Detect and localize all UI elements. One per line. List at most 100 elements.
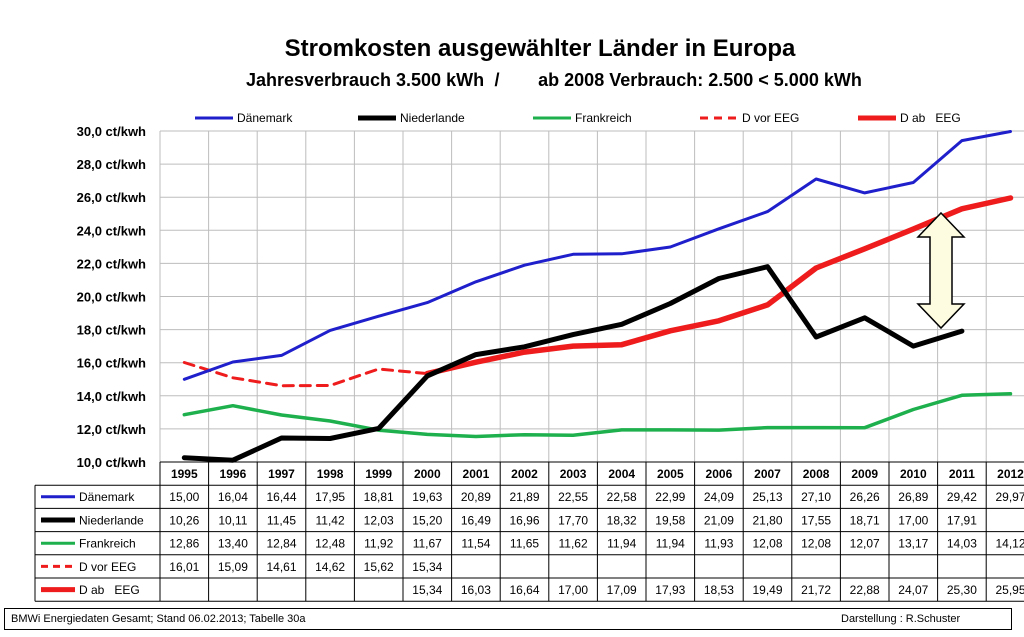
table-cell: 18,53 [704,583,734,597]
table-cell: 15,34 [412,583,442,597]
table-cell: 11,94 [656,537,685,551]
table-cell: 12,07 [850,537,880,551]
year-label: 2005 [657,467,684,481]
table-cell: 25,95 [995,583,1024,597]
table-cell: 17,95 [315,490,345,504]
table-cell: 11,54 [461,537,490,551]
table-cell: 15,62 [364,560,394,574]
y-tick-label: 20,0 ct/kwh [77,290,146,305]
y-axis: 10,0 ct/kwh 12,0 ct/kwh 14,0 ct/kwh 16,0 ct… [77,124,146,470]
table-cell: 16,49 [461,513,491,527]
year-label: 2011 [949,467,975,481]
table-cell: 16,96 [509,513,539,527]
table-cell: 21,09 [704,513,734,527]
table-cell: 13,40 [218,537,248,551]
chart-subtitle-right: ab 2008 Verbrauch: 2.500 < 5.000 kWh [538,70,862,90]
table-cell: 29,42 [947,490,977,504]
table-cell: 11,92 [364,537,393,551]
footer-credit: Darstellung : R.Schuster [841,613,961,625]
table-cell: 18,32 [607,513,637,527]
table-cell: 12,86 [169,537,199,551]
year-label: 2009 [851,467,878,481]
table-cell: 18,71 [850,513,880,527]
y-tick-label: 28,0 ct/kwh [77,157,146,172]
table-cell: 24,09 [704,490,734,504]
table-cell: 29,97 [995,490,1024,504]
table-cell: 16,03 [461,583,491,597]
table-cell: 14,62 [315,560,345,574]
y-tick-label: 14,0 ct/kwh [77,389,146,404]
table-cell: 22,58 [607,490,637,504]
data-table: 1995 1996 1997 1998 1999 2000 2001 2002 2003 2004… [34,461,1024,602]
table-cell: 17,93 [655,583,685,597]
legend-label-niederlande: Niederlande [400,111,465,125]
year-label: 2010 [900,467,927,481]
y-tick-label: 22,0 ct/kwh [77,256,146,271]
footer-source: BMWi Energiedaten Gesamt; Stand 06.02.20… [11,613,306,625]
table-cell: 15,34 [412,560,442,574]
year-label: 2012 [997,467,1024,481]
year-label: 2003 [560,467,587,481]
gridlines [159,130,1024,463]
table-cell: 15,00 [169,490,199,504]
table-cell: 26,89 [898,490,928,504]
table-cell: 25,30 [947,583,977,597]
year-label: 1997 [268,467,295,481]
table-cell: 12,08 [801,537,831,551]
table-cell: 16,64 [509,583,539,597]
year-label: 2001 [463,467,490,481]
series-line-d-ab-eeg [424,195,1014,377]
year-label: 1995 [171,467,198,481]
table-cell: 14,61 [266,560,296,574]
table-cell: 12,84 [266,537,296,551]
y-tick-label: 26,0 ct/kwh [77,190,146,205]
table-cell: 25,13 [752,490,782,504]
table-cell: 12,08 [752,537,782,551]
table-cell: 16,01 [169,560,199,574]
double-arrow-icon [916,211,966,330]
year-label: 2006 [706,467,733,481]
year-label: 2004 [608,467,635,481]
year-label: 1996 [220,467,247,481]
series-line-niederlande [181,264,965,463]
year-label: 1998 [317,467,344,481]
table-cell: 21,80 [752,513,782,527]
table-cell: 17,70 [558,513,588,527]
difference-arrow [916,211,966,330]
y-tick-label: 10,0 ct/kwh [77,455,146,470]
table-row-label: Frankreich [79,537,136,551]
table-cell: 24,07 [898,583,928,597]
table-cell: 12,03 [364,513,394,527]
year-label: 2002 [511,467,538,481]
y-tick-label: 16,0 ct/kwh [77,356,146,371]
y-tick-label: 24,0 ct/kwh [77,223,146,238]
table-cell: 11,67 [413,537,442,551]
year-label: 2007 [754,467,781,481]
table-cell: 22,99 [655,490,685,504]
table-cell: 14,03 [947,537,977,551]
year-label: 2008 [803,467,830,481]
table-cell: 21,89 [509,490,539,504]
table-row-label: D vor EEG [79,560,136,574]
table-cell: 11,62 [559,537,588,551]
table-cell: 21,72 [801,583,831,597]
series-lines [181,130,1014,463]
table-row-label: Dänemark [79,490,135,504]
footer: BMWi Energiedaten Gesamt; Stand 06.02.20… [4,608,1012,630]
table-cell: 22,55 [558,490,588,504]
chart-subtitle-left: Jahresverbrauch 3.500 kWh [246,70,484,90]
table-cell: 17,55 [801,513,831,527]
series-line-frankreich [182,392,1013,439]
table-cell: 11,93 [704,537,733,551]
chart-title: Stromkosten ausgewählter Länder in Europ… [285,35,796,62]
legend: Dänemark Niederlande Frankreich D vor EEG D … [195,111,961,125]
table-cell: 20,89 [461,490,491,504]
legend-label-daenemark: Dänemark [237,111,293,125]
table-row-label: D ab EEG [79,583,140,597]
table-cell: 26,26 [850,490,880,504]
year-label: 1999 [365,467,392,481]
table-cell: 15,09 [218,560,248,574]
table-cell: 19,58 [655,513,685,527]
table-row-label: Niederlande [79,513,144,527]
legend-label-d-vor-eeg: D vor EEG [742,111,799,125]
